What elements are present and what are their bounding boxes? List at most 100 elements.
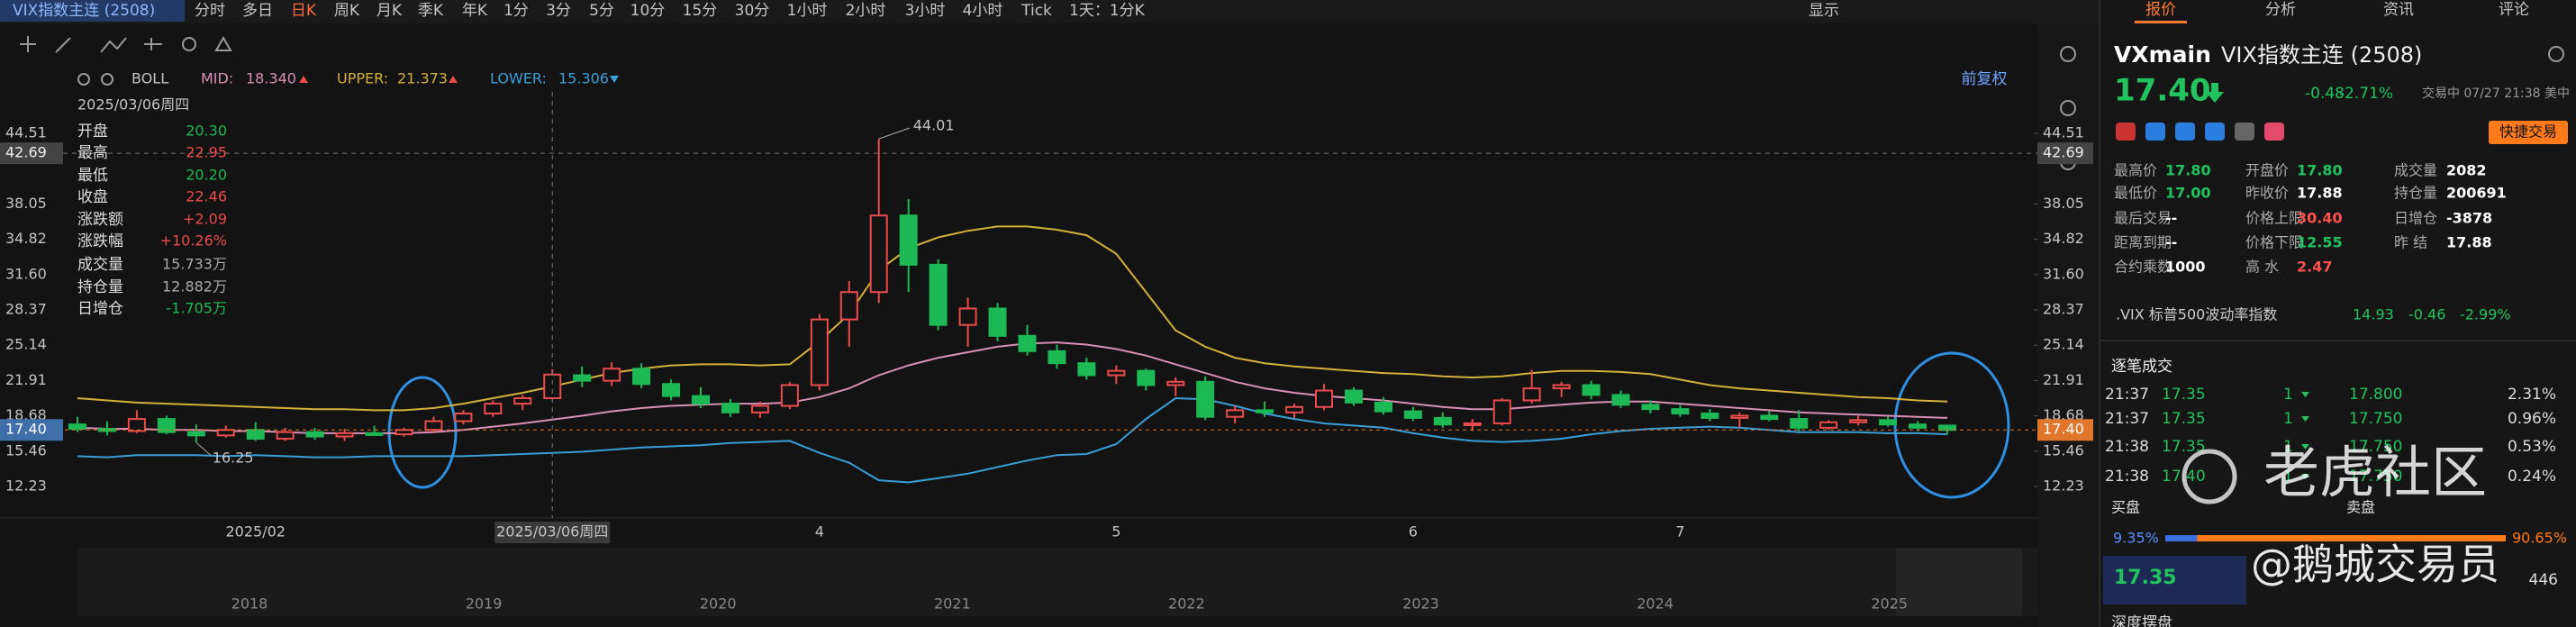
watermark-logo: [2181, 449, 2237, 504]
quick-trade-button[interactable]: [2489, 121, 2568, 144]
period-tab[interactable]: 多日: [242, 2, 273, 20]
trade-cell: 21:37: [2105, 410, 2149, 428]
stat-value: 12.55: [2297, 234, 2343, 251]
drawing-tools[interactable]: [20, 35, 2564, 170]
navigator-year: 2022: [1168, 595, 1205, 613]
bid-price: 17.35: [2114, 567, 2177, 589]
navigator-window[interactable]: [1896, 548, 2022, 616]
circle-tool[interactable]: [182, 37, 196, 51]
candle-body: [1077, 362, 1096, 377]
period-tab[interactable]: 15分: [683, 2, 718, 20]
info-value: 22.95: [186, 144, 227, 161]
info-label: 涨跌额: [77, 211, 123, 229]
max-label: 44.01: [913, 117, 955, 134]
candle-body: [692, 395, 710, 405]
y-tick-label: 25.14: [5, 336, 47, 353]
side-icon[interactable]: [2060, 46, 2076, 62]
info-value: 15.733万: [162, 256, 227, 273]
trade-arrow: [2301, 392, 2309, 397]
candle-body: [1256, 409, 1274, 413]
trade-cell: 17.750: [2349, 410, 2402, 428]
stat-label: 昨 结: [2394, 234, 2427, 251]
candle-body: [1463, 422, 1482, 426]
quick-trade-label[interactable]: 快捷交易: [2499, 123, 2557, 141]
info-label: 成交量: [77, 256, 123, 274]
period-tab[interactable]: 年K: [462, 2, 488, 20]
y-tick-label: 31.60: [5, 265, 47, 282]
period-tab[interactable]: 季K: [418, 2, 444, 20]
period-tab[interactable]: 3分: [546, 2, 571, 20]
period-tab[interactable]: 日K: [291, 2, 317, 20]
trade-cell: 1: [2283, 468, 2293, 486]
navigator[interactable]: [77, 548, 2037, 616]
adjust-mode[interactable]: 前复权: [1962, 70, 2008, 88]
bid-box: [2103, 556, 2246, 604]
period-tab[interactable]: 5分: [589, 2, 614, 20]
polyline-tool[interactable]: [100, 37, 127, 53]
triangle-tool[interactable]: [214, 35, 232, 51]
interval-menu[interactable]: 1天：1分K: [1069, 2, 1146, 20]
stat-value: 200691: [2446, 185, 2507, 202]
candle-body: [1433, 416, 1452, 426]
period-tab[interactable]: 4小时: [963, 2, 1003, 20]
cross-tool[interactable]: [144, 38, 162, 50]
quote-icon[interactable]: [2145, 123, 2165, 141]
x-tick-label: 5: [1111, 523, 1120, 541]
y-tick-label: 21.91: [5, 371, 47, 388]
quote-change: -0.48: [2305, 85, 2345, 103]
info-value: +10.26%: [160, 232, 227, 250]
settings-icon[interactable]: [2548, 46, 2564, 62]
move-tool[interactable]: [20, 36, 36, 52]
y-tick-label: 38.05: [5, 195, 47, 212]
period-tab[interactable]: Tick: [1020, 2, 1052, 20]
indicator-name[interactable]: BOLL: [132, 70, 168, 87]
line-tool[interactable]: [55, 37, 71, 53]
quote-tab[interactable]: 报价: [2145, 1, 2176, 19]
watermark: 老虎社区: [2263, 440, 2487, 505]
period-tab[interactable]: 分时: [195, 2, 225, 20]
stat-label: 最低价: [2114, 185, 2157, 202]
symbol-tab[interactable]: [0, 0, 185, 22]
period-tab[interactable]: 30分: [735, 2, 770, 20]
quote-tab[interactable]: 评论: [2499, 1, 2529, 19]
candle-body: [68, 423, 86, 431]
period-tab[interactable]: 2小时: [846, 2, 886, 20]
bid-bar: [2165, 535, 2198, 541]
symbol[interactable]: VIX指数主连 (2508): [13, 2, 155, 20]
candle-body: [603, 368, 621, 382]
trade-cell: 17.35: [2162, 386, 2206, 404]
candle-body: [1374, 401, 1392, 413]
watermark: @鹅城交易员: [2251, 541, 2499, 589]
period-tab[interactable]: 1分: [503, 2, 529, 20]
y-tick-label: 38.05: [2043, 195, 2084, 212]
quote-icon[interactable]: [2205, 123, 2225, 141]
display-menu[interactable]: 显示: [1809, 2, 1839, 20]
quote-icon[interactable]: [2116, 123, 2136, 141]
quote-icon[interactable]: [2175, 123, 2195, 141]
period-tab[interactable]: 3小时: [905, 2, 946, 20]
x-tick-label: 7: [1675, 523, 1684, 541]
settings-icon[interactable]: [77, 73, 90, 86]
candle-body: [1226, 409, 1245, 418]
side-icon[interactable]: [2060, 100, 2076, 116]
period-tab[interactable]: 10分: [630, 2, 666, 20]
candle-body: [929, 263, 948, 326]
y-tick-label: 12.23: [2043, 477, 2084, 495]
trade-cell: 21:38: [2105, 438, 2149, 456]
quote-icon[interactable]: [2264, 123, 2284, 141]
quote-icon[interactable]: [2235, 123, 2254, 141]
period-tab[interactable]: 月K: [376, 2, 403, 20]
trade-cell: 1: [2283, 410, 2293, 428]
candle-body: [1819, 421, 1838, 429]
period-tab[interactable]: 1小时: [787, 2, 828, 20]
period-tab[interactable]: 周K: [334, 2, 360, 20]
crosshair-y-box: [0, 142, 63, 165]
trade-cell: 17.35: [2162, 438, 2206, 456]
candle-body: [365, 432, 384, 436]
quote-tab[interactable]: 资讯: [2383, 1, 2414, 19]
candle-body: [543, 373, 562, 400]
close-icon[interactable]: [101, 73, 113, 86]
info-value: 20.20: [186, 167, 227, 184]
ask-bar: [2197, 535, 2506, 541]
quote-tab[interactable]: 分析: [2265, 1, 2296, 19]
